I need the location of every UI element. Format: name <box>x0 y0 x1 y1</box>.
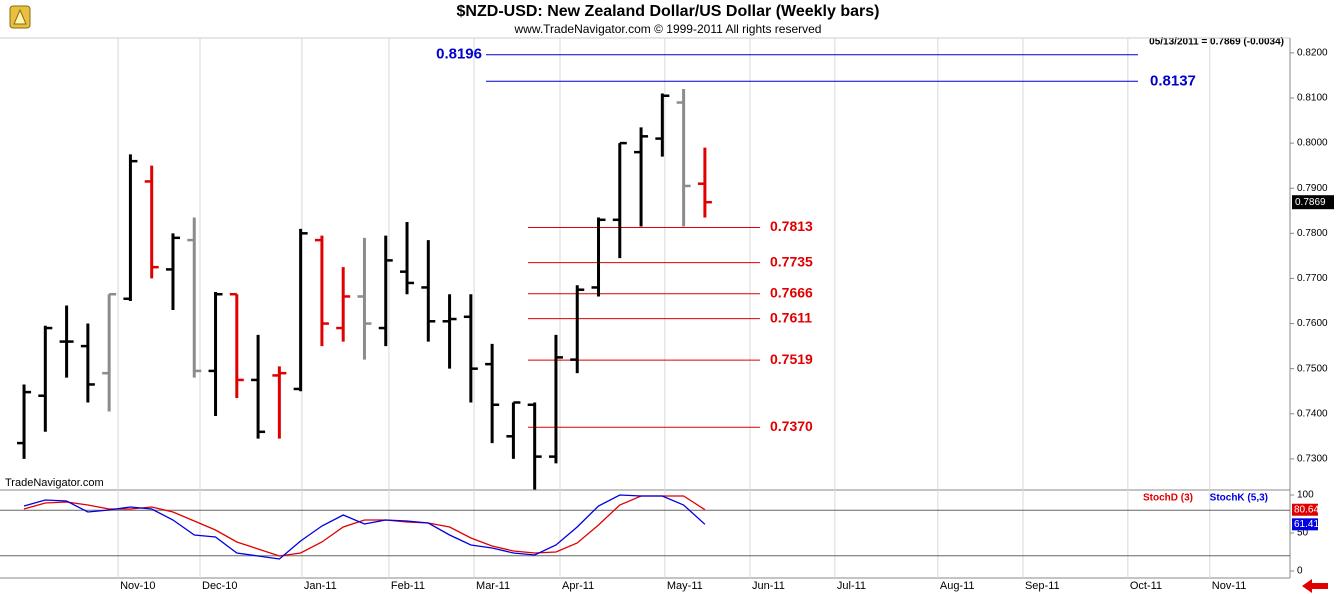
y-tick-label: 0.7500 <box>1297 363 1328 374</box>
x-tick-label: Jan-11 <box>304 580 337 592</box>
y-tick-label: 100 <box>1297 490 1314 501</box>
subtitle: www.TradeNavigator.com © 1999-2011 All r… <box>514 22 822 36</box>
value-box <box>1292 503 1318 516</box>
stoch-line <box>23 494 706 560</box>
last-price-label: 0.7869 <box>1295 197 1326 208</box>
header-note: 05/13/2011 = 0.7869 (-0.0034) <box>1149 37 1284 48</box>
level-label: 0.8137 <box>1150 72 1196 89</box>
y-tick-label: 0.8200 <box>1297 48 1328 59</box>
level-label: 0.7666 <box>770 284 813 300</box>
scroll-arrow[interactable] <box>1302 579 1328 593</box>
y-tick-label: 0.7600 <box>1297 318 1328 329</box>
level-label: 0.7813 <box>770 218 813 234</box>
y-tick-label: 50 <box>1297 528 1309 539</box>
value-label: 61.41 <box>1294 519 1319 530</box>
x-tick-label: Oct-11 <box>1130 580 1162 592</box>
watermark: TradeNavigator.com <box>5 477 104 489</box>
level-label: 0.7735 <box>770 253 813 269</box>
x-tick-label: Dec-10 <box>202 580 237 592</box>
x-tick-label: Sep-11 <box>1025 580 1060 592</box>
stoch-line <box>23 495 706 557</box>
y-tick-label: 0.7300 <box>1297 454 1328 465</box>
y-tick-label: 0 <box>1297 566 1303 577</box>
y-tick-label: 0.7900 <box>1297 183 1328 194</box>
x-tick-label: Mar-11 <box>476 580 510 592</box>
level-label: 0.7370 <box>770 418 813 434</box>
x-tick-label: Jul-11 <box>837 580 866 592</box>
y-tick-label: 0.8000 <box>1297 138 1328 149</box>
y-tick-label: 0.7700 <box>1297 273 1328 284</box>
legend-entry: StochD (3) <box>1143 493 1193 504</box>
x-tick-label: Jun-11 <box>752 580 785 592</box>
x-tick-label: Apr-11 <box>562 580 594 592</box>
level-label: 0.7611 <box>770 309 812 325</box>
level-label: 0.8196 <box>436 46 482 63</box>
x-tick-label: Nov-10 <box>120 580 155 592</box>
y-tick-label: 0.8100 <box>1297 93 1328 104</box>
x-tick-label: May-11 <box>667 580 703 592</box>
last-price-box <box>1292 195 1334 210</box>
chart-title: $NZD-USD: New Zealand Dollar/US Dollar (… <box>457 3 880 20</box>
x-tick-label: Aug-11 <box>940 580 975 592</box>
logo <box>9 5 31 29</box>
level-label: 0.7519 <box>770 351 813 367</box>
value-label: 80.64 <box>1294 504 1319 515</box>
y-tick-label: 0.7400 <box>1297 408 1328 419</box>
value-box <box>1292 518 1318 531</box>
y-tick-label: 0.7800 <box>1297 228 1328 239</box>
x-tick-label: Feb-11 <box>391 580 425 592</box>
legend-entry: StochK (5,3) <box>1210 493 1268 504</box>
x-tick-label: Nov-11 <box>1212 580 1247 592</box>
